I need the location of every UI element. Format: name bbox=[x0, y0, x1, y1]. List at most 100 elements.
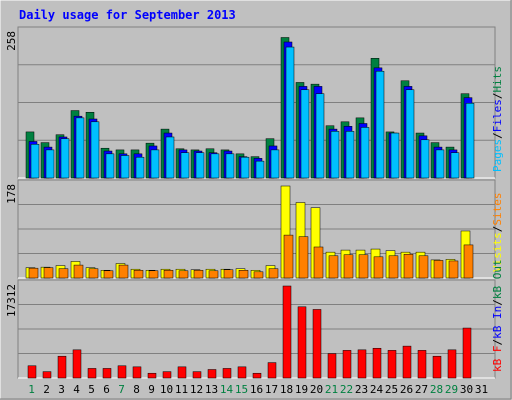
bar-pages-day-9 bbox=[150, 149, 160, 179]
bar-sites-day-1 bbox=[28, 267, 39, 279]
day-label-24: 24 bbox=[370, 383, 384, 396]
bar-kb-f-day-1 bbox=[27, 365, 37, 379]
bar-sites-day-7 bbox=[118, 264, 129, 279]
legend-entry: / bbox=[491, 226, 504, 233]
bar-pages-day-29 bbox=[450, 152, 460, 179]
bar-kb-f-day-14 bbox=[222, 368, 232, 379]
bar-sites-day-4 bbox=[73, 264, 84, 279]
day-label-4: 4 bbox=[73, 383, 80, 396]
day-label-31: 31 bbox=[475, 383, 488, 396]
bar-pages-day-27 bbox=[420, 139, 430, 179]
chart-title: Daily usage for September 2013 bbox=[19, 8, 236, 22]
day-label-23: 23 bbox=[355, 383, 368, 396]
bar-sites-day-15 bbox=[238, 269, 249, 279]
bar-pages-day-16 bbox=[255, 160, 265, 179]
day-label-11: 11 bbox=[175, 383, 188, 396]
bar-sites-day-10 bbox=[163, 269, 174, 279]
bar-sites-day-19 bbox=[298, 236, 309, 279]
bar-kb-f-day-5 bbox=[87, 368, 97, 379]
bar-pages-day-19 bbox=[300, 89, 310, 179]
day-label-14: 14 bbox=[220, 383, 234, 396]
bar-sites-day-14 bbox=[223, 269, 234, 279]
bar-kb-f-day-11 bbox=[177, 366, 187, 379]
panel-kbf-kbin-kbout-ymax-label: 17312 bbox=[5, 284, 18, 317]
day-label-27: 27 bbox=[415, 383, 428, 396]
bar-pages-day-1 bbox=[30, 144, 40, 179]
bar-pages-day-25 bbox=[390, 132, 400, 179]
day-label-29: 29 bbox=[445, 383, 458, 396]
bar-sites-day-27 bbox=[418, 255, 429, 279]
legend-entry: kB F bbox=[491, 346, 504, 373]
legend-entry: kB Out bbox=[491, 259, 504, 299]
day-label-30: 30 bbox=[460, 383, 473, 396]
bar-pages-day-24 bbox=[375, 70, 385, 179]
bar-sites-day-9 bbox=[148, 270, 159, 279]
day-label-5: 5 bbox=[88, 383, 95, 396]
bar-kb-f-day-13 bbox=[207, 369, 217, 379]
day-label-12: 12 bbox=[190, 383, 203, 396]
bar-kb-f-day-23 bbox=[357, 349, 367, 379]
day-label-20: 20 bbox=[310, 383, 323, 396]
bar-sites-day-26 bbox=[403, 253, 414, 279]
legend-entry: Visits bbox=[491, 232, 504, 272]
bar-pages-day-18 bbox=[285, 46, 295, 179]
bar-pages-day-30 bbox=[465, 103, 475, 179]
legend-entry: Files bbox=[491, 99, 504, 132]
bar-pages-day-15 bbox=[240, 156, 250, 179]
day-label-22: 22 bbox=[340, 383, 353, 396]
bar-kb-f-day-7 bbox=[117, 365, 127, 379]
day-label-1: 1 bbox=[28, 383, 35, 396]
bar-sites-day-11 bbox=[178, 270, 189, 279]
bar-sites-day-21 bbox=[328, 255, 339, 279]
day-label-10: 10 bbox=[160, 383, 173, 396]
bar-pages-day-21 bbox=[330, 131, 340, 179]
legend-entry: Pages bbox=[491, 139, 504, 172]
bar-sites-day-3 bbox=[58, 268, 69, 279]
bar-pages-day-23 bbox=[360, 127, 370, 179]
bar-kb-f-day-16 bbox=[252, 372, 262, 379]
bar-sites-day-16 bbox=[253, 271, 264, 279]
day-label-3: 3 bbox=[58, 383, 65, 396]
bar-pages-day-11 bbox=[180, 152, 190, 179]
bar-pages-day-4 bbox=[75, 117, 85, 179]
bar-pages-day-10 bbox=[165, 136, 175, 179]
bar-kb-f-day-21 bbox=[327, 353, 337, 379]
bar-pages-day-13 bbox=[210, 153, 220, 179]
bar-kb-f-day-8 bbox=[132, 366, 142, 379]
bar-pages-day-22 bbox=[345, 131, 355, 179]
bar-kb-f-day-19 bbox=[297, 306, 307, 379]
legend-entry: / bbox=[491, 132, 504, 139]
bar-sites-day-18 bbox=[283, 234, 294, 279]
bar-kb-f-day-26 bbox=[402, 345, 412, 379]
bar-pages-day-7 bbox=[120, 155, 130, 179]
bar-sites-day-6 bbox=[103, 270, 114, 279]
bar-kb-f-day-10 bbox=[162, 371, 172, 379]
legend-entry: kB In bbox=[491, 306, 504, 339]
bar-kb-f-day-6 bbox=[102, 368, 112, 379]
bar-sites-day-30 bbox=[463, 244, 474, 279]
bar-kb-f-day-25 bbox=[387, 350, 397, 379]
bar-kb-f-day-29 bbox=[447, 349, 457, 379]
bar-kb-f-day-2 bbox=[42, 371, 52, 379]
day-label-8: 8 bbox=[133, 383, 140, 396]
bar-pages-day-26 bbox=[405, 89, 415, 179]
bar-sites-day-5 bbox=[88, 268, 99, 279]
day-label-25: 25 bbox=[385, 383, 398, 396]
bar-sites-day-13 bbox=[208, 270, 219, 279]
day-label-18: 18 bbox=[280, 383, 293, 396]
panel-pages-files-hits-legend: Pages/Files/Hits bbox=[491, 66, 504, 172]
day-label-19: 19 bbox=[295, 383, 308, 396]
panel-pages-files-hits-ymax-label: 258 bbox=[5, 31, 18, 51]
panel-visits-sites-legend: Visits/Sites bbox=[491, 193, 504, 273]
bar-kb-f-day-12 bbox=[192, 371, 202, 379]
day-label-2: 2 bbox=[43, 383, 50, 396]
bar-kb-f-day-18 bbox=[282, 285, 292, 379]
day-label-28: 28 bbox=[430, 383, 443, 396]
day-label-26: 26 bbox=[400, 383, 413, 396]
bar-pages-day-20 bbox=[315, 93, 325, 179]
bar-sites-day-29 bbox=[448, 260, 459, 279]
bar-pages-day-5 bbox=[90, 121, 100, 179]
bar-sites-day-28 bbox=[433, 260, 444, 279]
